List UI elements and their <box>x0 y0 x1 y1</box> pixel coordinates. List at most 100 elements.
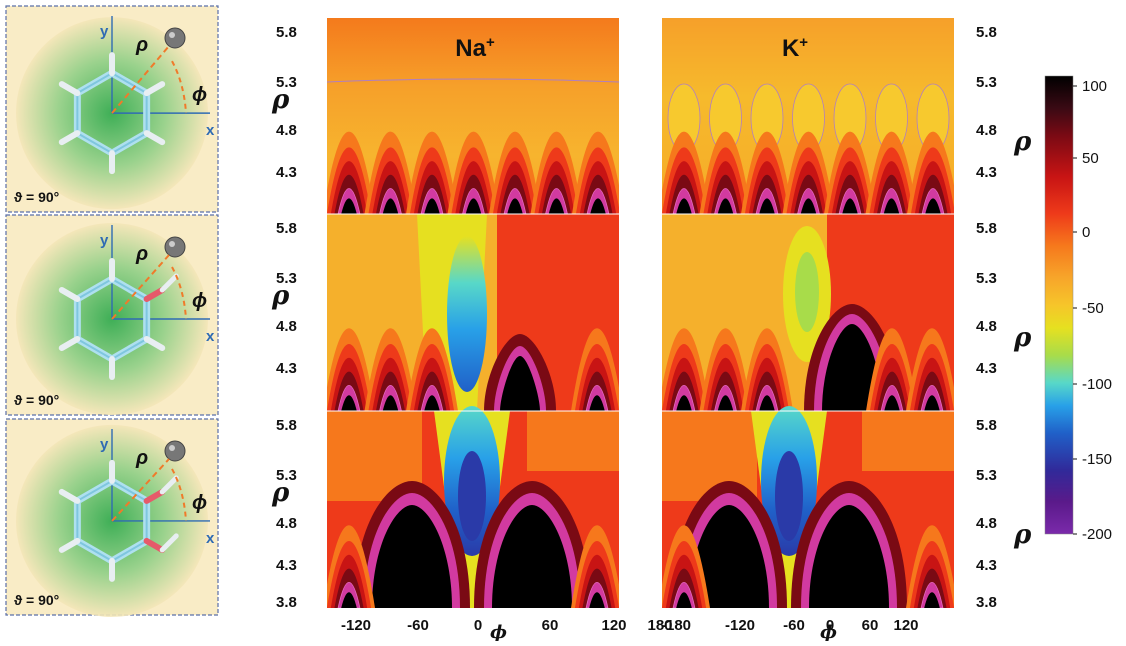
x-tick: -60 <box>783 617 805 634</box>
phi-arc <box>171 468 187 521</box>
colorbar-ticks: 100 50 0 -50 -100 -150 -200 <box>1073 78 1112 543</box>
repulsive-peak <box>924 395 940 411</box>
heatmap-panels <box>327 18 954 608</box>
x-tick: -120 <box>341 617 371 634</box>
x-axis-label: ϕ <box>490 622 507 641</box>
substituent-bond <box>143 488 166 504</box>
left-rho-tick: 5.8 <box>276 417 297 434</box>
phi-label: ϕ <box>192 84 207 106</box>
x-axis-label: x <box>206 530 215 547</box>
phi-label: ϕ <box>192 290 207 312</box>
colorbar-tick-label: -150 <box>1082 451 1112 468</box>
ion-sphere <box>164 440 186 462</box>
theta-label: ϑ = 90° <box>14 592 59 608</box>
x-tick: 0 <box>826 617 834 634</box>
rho-vector <box>111 254 170 320</box>
substituent-bond <box>58 287 81 302</box>
right-rho-tick: 5.8 <box>976 220 997 237</box>
molecule-inset: y x ρ ϕ ϑ = 90° <box>5 5 219 213</box>
ion-sphere <box>164 236 186 258</box>
x-tick: -120 <box>725 617 755 634</box>
molecule-insets: y x ρ ϕ ϑ = 90° y x ρ ϕ ϑ = 90° y x ρ ϕ ϑ = 90° <box>5 5 219 617</box>
repulsive-peak <box>507 198 523 214</box>
ion-highlight <box>169 32 175 38</box>
x-axis-label: ϕ <box>820 622 837 641</box>
ion-highlight <box>169 445 175 451</box>
colorbar-gradient <box>1044 75 1074 535</box>
rho-label: ρ <box>135 243 148 265</box>
repulsive-peak <box>341 592 357 608</box>
x-axis-label: x <box>206 328 215 345</box>
moderate-region <box>527 411 619 471</box>
x-tick: 60 <box>542 617 559 634</box>
attractive-well <box>447 236 487 392</box>
right-rho-label: ρ <box>1013 127 1032 157</box>
right-rho-tick: 5.3 <box>976 74 997 91</box>
repulsive-peak <box>589 592 605 608</box>
repulsive-peak <box>465 198 482 214</box>
left-rho-tick: 5.3 <box>276 270 297 287</box>
left-rho-tick: 4.8 <box>276 515 297 532</box>
colorbar-tick-label: 50 <box>1082 150 1099 167</box>
colorbar: 100 50 0 -50 -100 -150 -200 <box>1044 75 1112 543</box>
right-rho-tick: 4.3 <box>976 360 997 377</box>
right-rho-tick: 4.8 <box>976 122 997 139</box>
right-rho-tick: 5.8 <box>976 417 997 434</box>
substituent-bond <box>143 336 166 351</box>
left-rho-tick: 4.3 <box>276 557 297 574</box>
left-rho-tick: 5.8 <box>276 220 297 237</box>
repulsive-core <box>500 356 540 411</box>
hydroxyl-hydrogen <box>159 533 179 553</box>
ion-sphere <box>164 27 186 49</box>
phi-arc <box>171 60 187 114</box>
heatmap-column <box>327 18 619 608</box>
x-tick: -180 <box>661 617 691 634</box>
right-rho-tick: 5.8 <box>976 24 997 41</box>
ion-highlight <box>169 241 175 247</box>
axis-labels: 5.8 5.3 4.8 4.3 5.8 5.3 4.8 4.3 ρ ρ 5.8 5.3 4.8 4.3 5.… <box>271 24 1032 643</box>
right-rho-tick: 4.8 <box>976 318 997 335</box>
theta-label: ϑ = 90° <box>14 189 59 205</box>
right-rho-tick: 5.3 <box>976 467 997 484</box>
substituent-bond <box>58 336 81 351</box>
left-rho-tick: 4.8 <box>276 122 297 139</box>
molecule-inset: y x ρ ϕ ϑ = 90° <box>5 418 219 617</box>
repulsive-peak <box>424 395 440 411</box>
hydroxyl-hydrogen <box>159 273 179 293</box>
repulsive-peak <box>759 198 775 214</box>
moderate-region <box>862 411 954 471</box>
panel-title-superscript: + <box>486 34 495 51</box>
left-rho-label: ρ <box>271 85 290 115</box>
colorbar-tick-label: -100 <box>1082 376 1112 393</box>
x-axis-label: x <box>206 122 215 139</box>
x-tick: 60 <box>862 617 879 634</box>
repulsive-peak <box>382 198 399 214</box>
left-rho-label: ρ <box>271 281 290 311</box>
colorbar-tick-label: 0 <box>1082 224 1090 241</box>
repulsive-peak <box>925 198 941 214</box>
left-rho-tick: 5.3 <box>276 467 297 484</box>
left-rho-tick: 4.3 <box>276 164 297 181</box>
x-tick: 0 <box>474 617 482 634</box>
contour-line <box>327 78 619 83</box>
left-rho-tick: 5.8 <box>276 24 297 41</box>
rho-label: ρ <box>135 34 148 56</box>
repulsive-peak <box>341 395 357 411</box>
repulsive-peak <box>589 395 605 411</box>
substituent-bond <box>58 537 81 553</box>
phi-arc <box>171 266 187 320</box>
repulsive-peak <box>717 198 734 214</box>
substituent-bond <box>58 130 81 146</box>
x-tick: 180 <box>647 617 672 634</box>
repulsive-peak <box>341 198 357 214</box>
panel-title-superscript: + <box>799 34 808 51</box>
repulsive-peak <box>382 395 399 411</box>
theta-label: ϑ = 90° <box>14 392 59 408</box>
left-rho-tick: 5.3 <box>276 74 297 91</box>
colorbar-tick-label: -200 <box>1082 526 1112 543</box>
left-rho-tick: 3.8 <box>276 594 297 611</box>
substituent-bond <box>58 81 81 97</box>
deep-well-core <box>458 451 486 541</box>
right-rho-label: ρ <box>1013 323 1032 353</box>
